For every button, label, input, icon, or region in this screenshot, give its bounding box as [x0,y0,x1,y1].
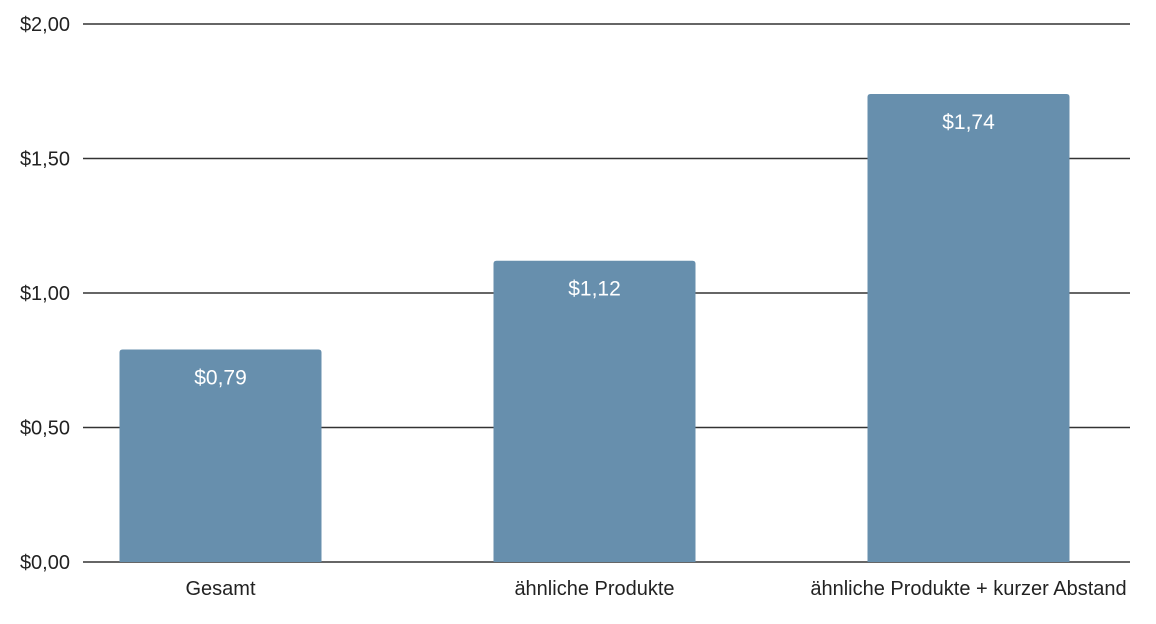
x-category-label: Gesamt [185,578,255,600]
bar [867,93,1070,562]
y-axis-ticks: $0,00 $0,50 $1,00 $1,50 $2,00 [20,14,70,574]
bar-value-label: $1,74 [942,111,995,134]
y-tick-label: $1,50 [20,149,70,171]
y-tick-label: $0,00 [20,552,70,574]
x-category-label: ähnliche Produkte + kurzer Abstand [810,578,1126,600]
bar [493,260,696,562]
y-tick-label: $0,50 [20,418,70,440]
bar-value-label: $0,79 [194,366,247,389]
x-category-label: ähnliche Produkte [514,578,674,600]
y-tick-label: $2,00 [20,14,70,36]
x-axis-labels: Gesamt ähnliche Produkte ähnliche Produkte… [185,578,1126,600]
bar [119,349,322,562]
bar-value-labels: $0,79 $1,12 $1,74 [194,111,995,390]
bars [119,93,1070,562]
y-tick-label: $1,00 [20,283,70,305]
bar-value-label: $1,12 [568,278,621,301]
